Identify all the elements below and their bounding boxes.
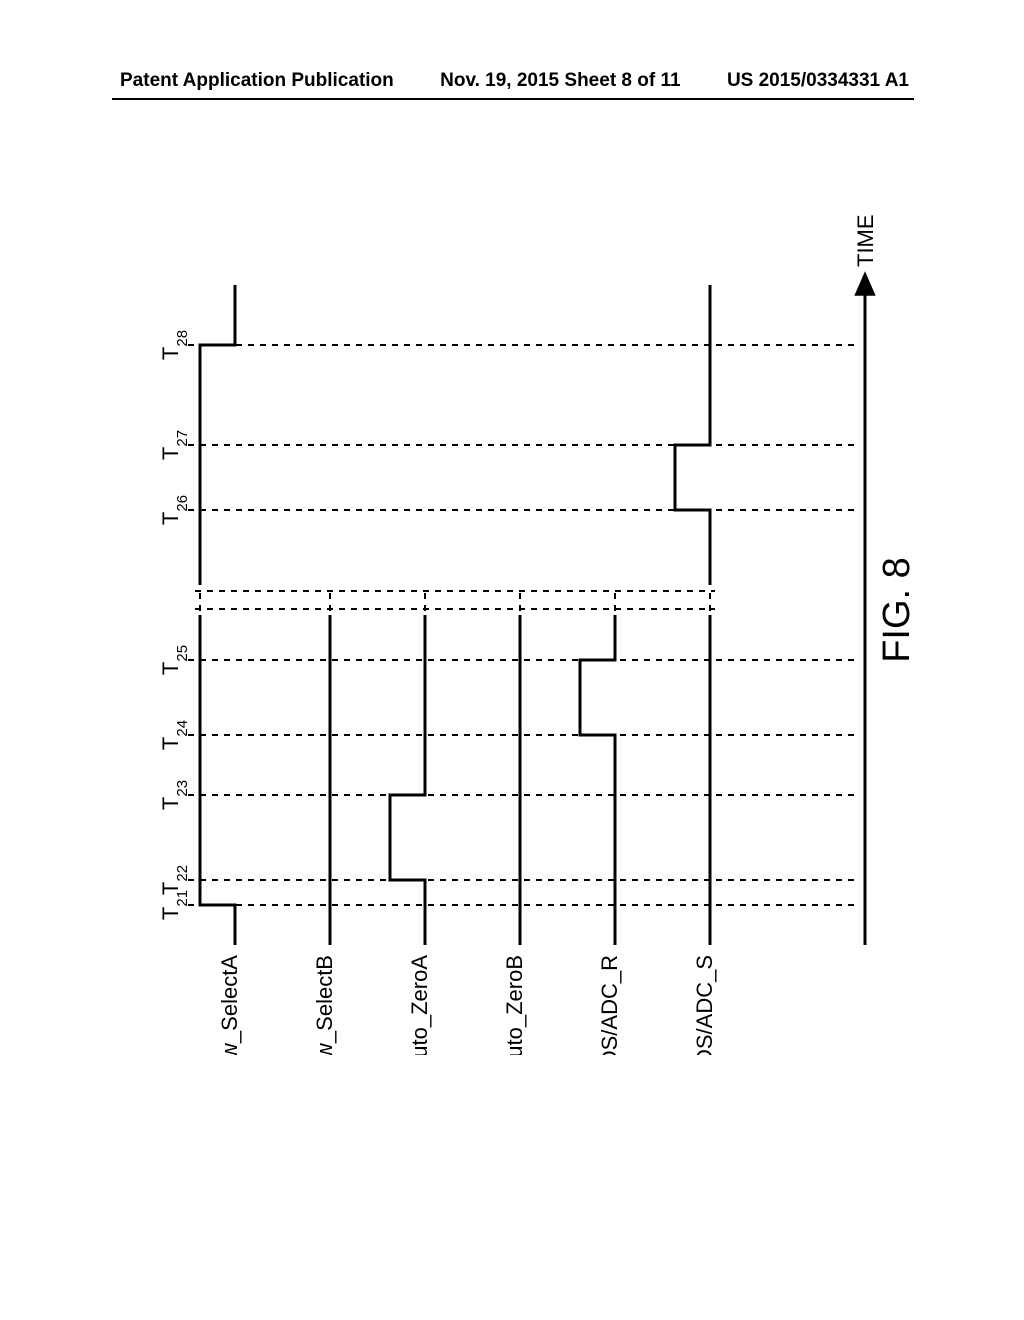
- signal-label: Row_SelectB: [312, 955, 337, 1055]
- time-tick-label: T24: [158, 720, 191, 750]
- header-rule: [112, 98, 914, 100]
- signal-label: Row_SelectA: [217, 955, 242, 1055]
- signal-label: Auto_ZeroA: [407, 955, 432, 1055]
- header-left: Patent Application Publication: [120, 70, 394, 92]
- page-header: Patent Application Publication Nov. 19, …: [0, 70, 1024, 92]
- header-center: Nov. 19, 2015 Sheet 8 of 11: [440, 70, 680, 92]
- header-right: US 2015/0334331 A1: [727, 70, 909, 92]
- time-tick-label: T26: [158, 495, 191, 525]
- axis-label: TIME: [853, 214, 878, 267]
- timing-diagram-figure: Row_SelectA Row_SelectB Auto_ZeroA Auto_Zer…: [105, 165, 915, 1055]
- signal-label: CDS/ADC_R: [597, 955, 622, 1055]
- timing-diagram-svg: Row_SelectA Row_SelectB Auto_ZeroA Auto_Zer…: [105, 165, 915, 1055]
- time-tick-label: T27: [158, 430, 191, 460]
- time-tick-label: T28: [158, 330, 191, 360]
- signal-label: Auto_ZeroB: [502, 955, 527, 1055]
- signal-label: CDS/ADC_S: [692, 955, 717, 1055]
- time-tick-label: T25: [158, 645, 191, 675]
- figure-label: FIG. 8: [876, 557, 915, 663]
- time-tick-label: T23: [158, 780, 191, 810]
